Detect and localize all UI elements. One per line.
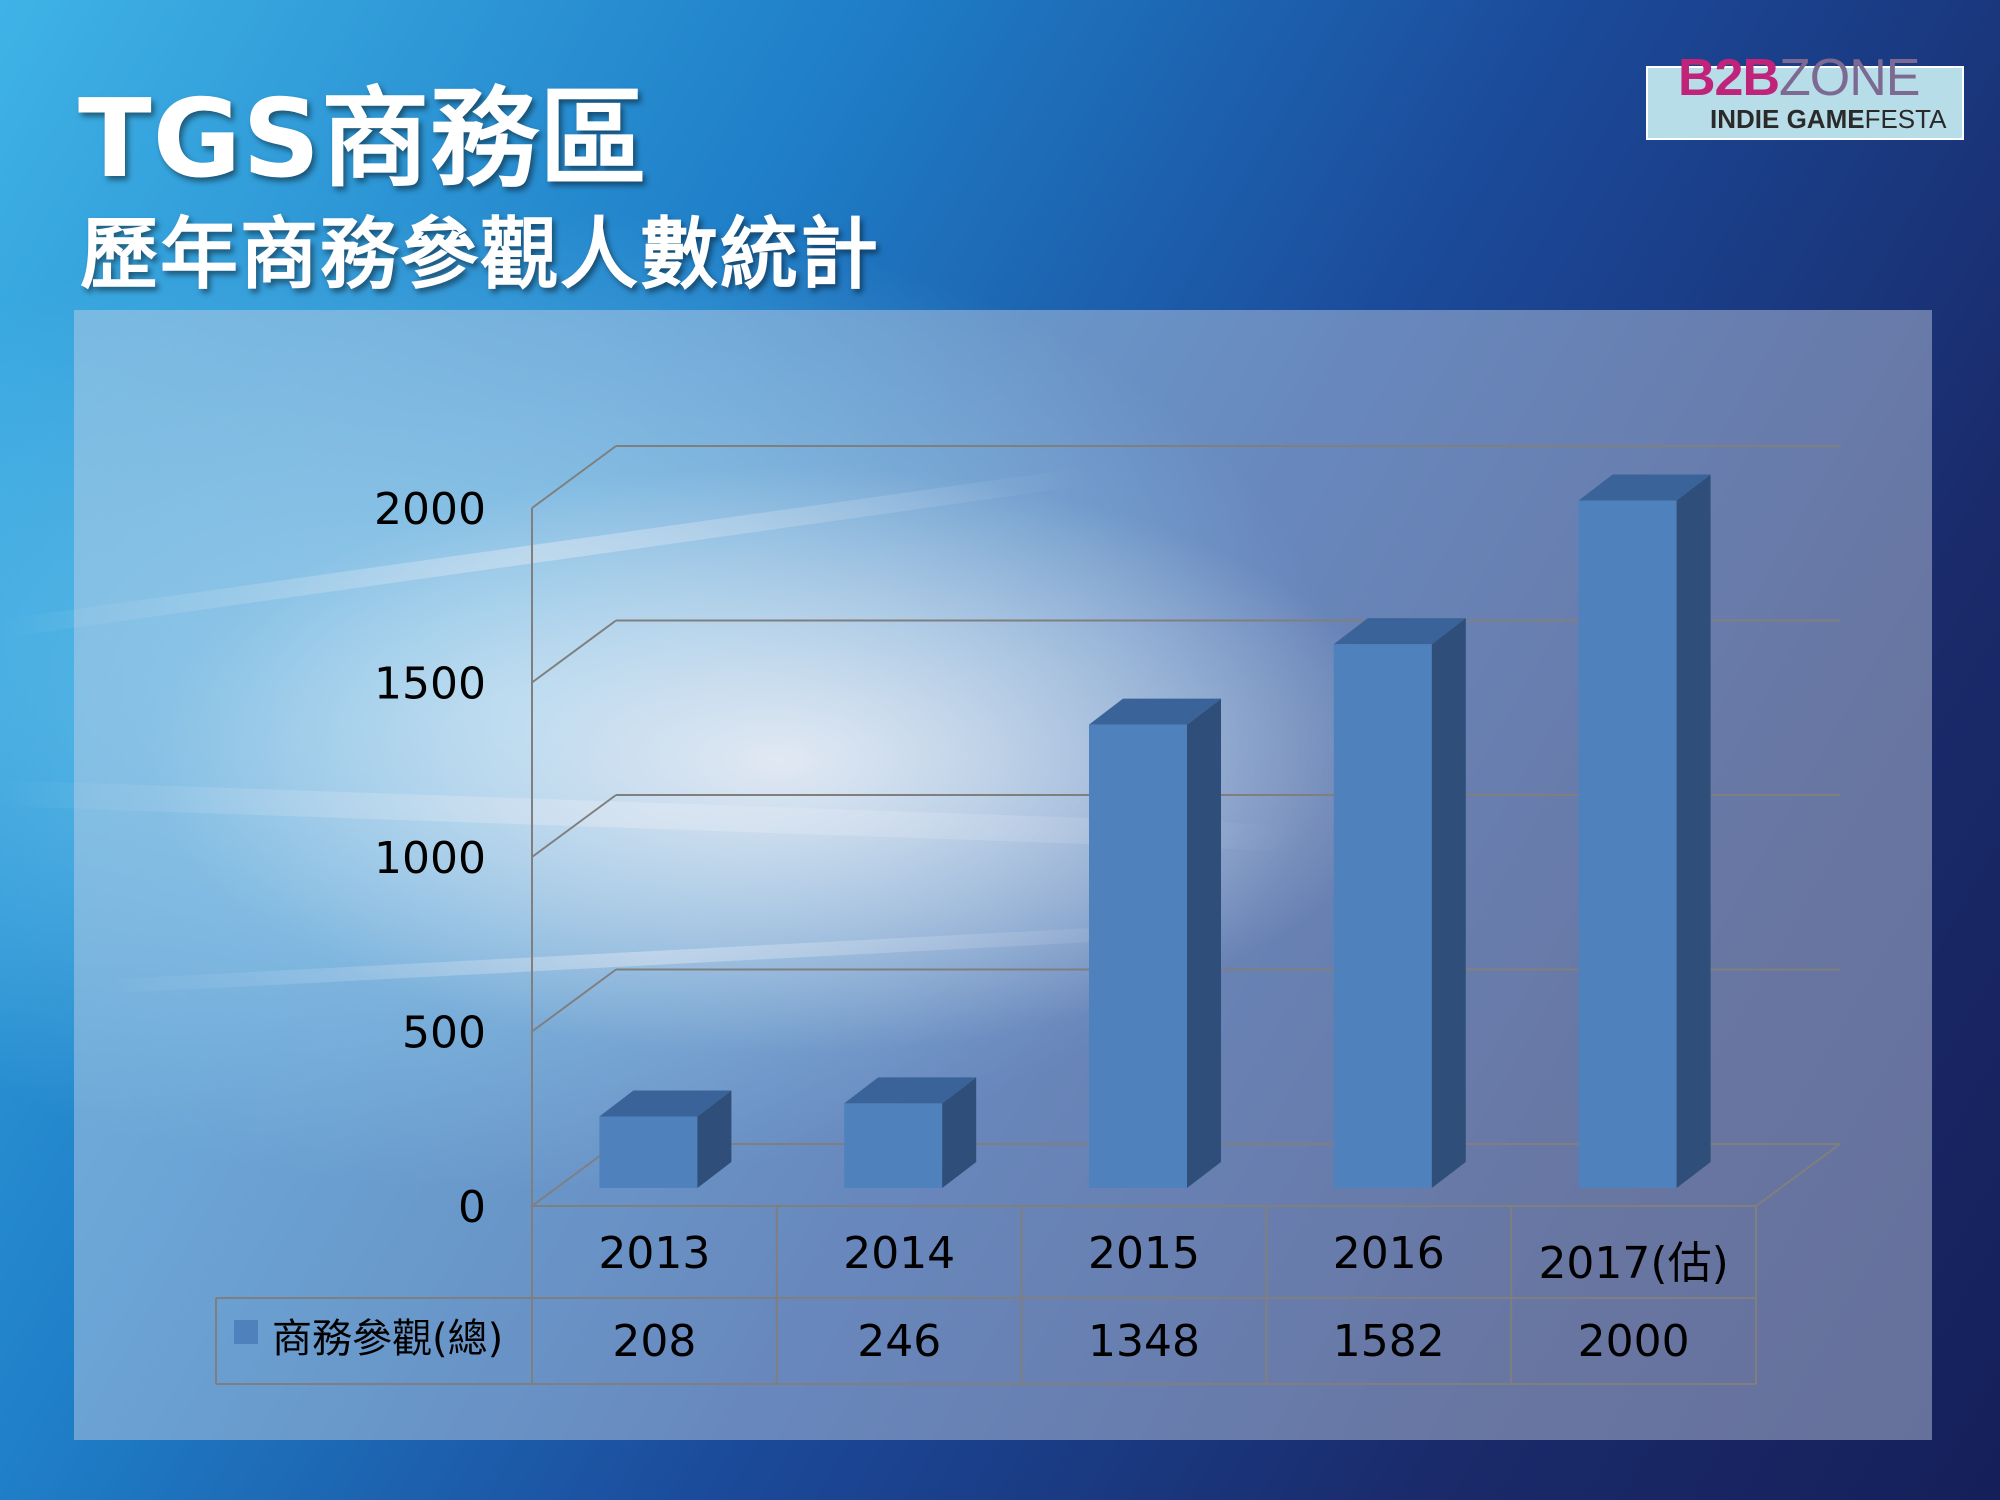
y-tick-label: 1500 bbox=[374, 659, 486, 710]
bar-side bbox=[1187, 698, 1221, 1188]
logo-zone-text: ZONE bbox=[1779, 49, 1920, 107]
y-tick-label: 1000 bbox=[374, 833, 486, 884]
logo-b2b-text: B2B bbox=[1678, 49, 1780, 107]
logo-festa-text: FESTA bbox=[1864, 104, 1947, 134]
gridline-side bbox=[531, 968, 617, 1033]
floor-edge-right bbox=[1755, 1143, 1841, 1207]
bar-side bbox=[942, 1077, 977, 1188]
bar-top bbox=[1578, 474, 1711, 501]
data-label: 1582 bbox=[1333, 1316, 1445, 1367]
x-tick-label: 2014 bbox=[843, 1228, 955, 1279]
bar bbox=[599, 1116, 698, 1188]
bar-side bbox=[1676, 474, 1711, 1189]
bar-top bbox=[1333, 618, 1466, 645]
page-title: TGS商務區 bbox=[78, 77, 649, 202]
gridline-side bbox=[531, 619, 617, 684]
logo-indie-game-text: INDIE GAME bbox=[1710, 104, 1865, 134]
bar-side bbox=[697, 1090, 732, 1188]
gridline-side bbox=[531, 794, 617, 858]
bar bbox=[1089, 724, 1187, 1188]
y-tick-label: 0 bbox=[458, 1182, 486, 1233]
gridline-side bbox=[531, 445, 617, 509]
bar bbox=[1333, 644, 1432, 1188]
y-tick-label: 2000 bbox=[374, 484, 486, 535]
legend-label: 商務參觀(總) bbox=[272, 1316, 503, 1362]
bar-top bbox=[599, 1090, 732, 1117]
bar-top bbox=[844, 1077, 977, 1104]
x-tick-label: 2015 bbox=[1088, 1228, 1200, 1279]
bar bbox=[1578, 500, 1677, 1189]
data-label: 246 bbox=[857, 1316, 941, 1367]
page-subtitle: 歷年商務參觀人數統計 bbox=[80, 210, 881, 300]
bar-top bbox=[1089, 698, 1221, 725]
bar bbox=[844, 1103, 943, 1188]
data-label: 208 bbox=[612, 1316, 696, 1367]
b2b-zone-logo: B2BZONE INDIE GAMEFESTA bbox=[1646, 49, 1964, 140]
legend-swatch bbox=[234, 1320, 258, 1344]
logo-wordmark: B2BZONE bbox=[1678, 48, 1920, 108]
x-tick-label: 2013 bbox=[598, 1228, 710, 1279]
bar-side bbox=[1431, 618, 1466, 1188]
x-tick-label: 2016 bbox=[1333, 1228, 1445, 1279]
data-label: 2000 bbox=[1578, 1316, 1690, 1367]
x-tick-label: 2017(估) bbox=[1538, 1238, 1728, 1289]
logo-subtext: INDIE GAMEFESTA bbox=[1710, 104, 1946, 135]
y-tick-label: 500 bbox=[402, 1008, 486, 1059]
data-label: 1348 bbox=[1088, 1316, 1200, 1367]
